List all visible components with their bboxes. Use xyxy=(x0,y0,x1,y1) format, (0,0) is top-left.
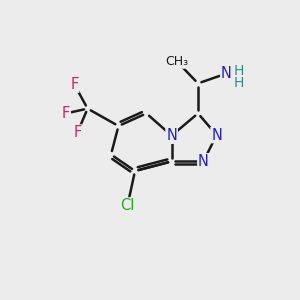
Text: CH₃: CH₃ xyxy=(165,55,189,68)
Text: F: F xyxy=(62,106,70,121)
Text: F: F xyxy=(73,125,82,140)
Text: N: N xyxy=(198,154,209,169)
Text: N: N xyxy=(211,128,222,142)
Text: F: F xyxy=(70,77,79,92)
Text: Cl: Cl xyxy=(120,198,135,213)
Text: N: N xyxy=(221,66,232,81)
Text: H: H xyxy=(234,64,244,77)
Text: H: H xyxy=(234,76,244,90)
Text: N: N xyxy=(166,128,177,143)
